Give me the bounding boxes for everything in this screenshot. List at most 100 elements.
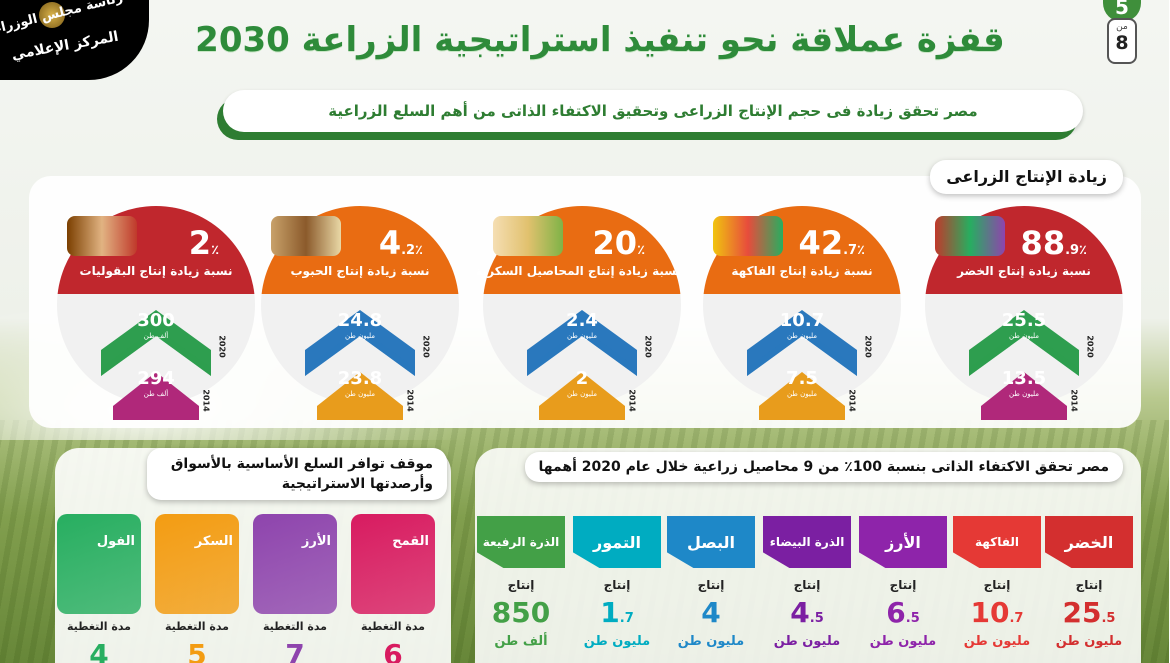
crop-percent: 88.9٪ [1021, 224, 1088, 262]
growth-arrow [970, 310, 1080, 420]
sufficiency-item: الذرة الرفيعة إنتاج 850 ألف طن [478, 516, 566, 663]
coverage-card: الفول مدة التغطية 4 [58, 514, 142, 663]
page-box: من 8 [1108, 18, 1138, 64]
coverage-label: مدة التغطية [362, 620, 426, 633]
value-2014: 294 [138, 368, 176, 389]
unit-2014: مليون طن [345, 390, 377, 398]
value-2020: 24.8 [338, 310, 384, 331]
crop-card: 88.9٪ نسبة زيادة إنتاج الخضر 25.5 مليون … [926, 206, 1124, 428]
crop-caption: نسبة زيادة إنتاج الفاكهة [732, 264, 874, 278]
year-2014: 2014 [406, 389, 416, 412]
coverage-name: الفول [97, 534, 136, 549]
coverage-months: 5 [188, 638, 208, 663]
crop-ribbon: التمور [574, 516, 662, 568]
growth-arrow [528, 310, 638, 420]
crop-ribbon: الذرة الرفيعة [478, 516, 566, 568]
coverage-name: السكر [195, 534, 234, 549]
crop-ribbon: الذرة البيضاء [764, 516, 852, 568]
page-indicator: 5 من 8 [1102, 0, 1142, 72]
logo: رئاسة مجلس الوزراء المركز الإعلامي [0, 0, 150, 80]
coverage-swatch [254, 514, 338, 614]
crop-photo [714, 216, 784, 256]
production-label: إنتاج [890, 578, 918, 592]
crop-card: 20٪ نسبة زيادة إنتاج المحاصيل السكرية 2.… [476, 206, 682, 428]
unit-2014: مليون طن [1009, 390, 1041, 398]
value-2014: 2 [576, 368, 590, 389]
production-label: إنتاج [508, 578, 536, 592]
crop-photo [936, 216, 1006, 256]
crop-photo [68, 216, 138, 256]
year-2020: 2020 [864, 335, 874, 358]
crop-percent: 20٪ [593, 224, 646, 262]
crop-percent: 2٪ [189, 224, 220, 262]
year-2014: 2014 [202, 389, 212, 412]
crop-ribbon: الخضر [1046, 516, 1134, 568]
production-label: إنتاج [1076, 578, 1104, 592]
title-text: قفزة عملاقة نحو تنفيذ استراتيجية الزراعة [302, 20, 1006, 60]
coverage-label: مدة التغطية [166, 620, 230, 633]
production-value: 4.5 [791, 596, 825, 629]
coverage-card: الأرز مدة التغطية 7 [254, 514, 338, 663]
production-label: إنتاج [698, 578, 726, 592]
unit-2014: مليون طن [567, 390, 599, 398]
crop-ribbon: البصل [668, 516, 756, 568]
production-value: 25.5 [1063, 596, 1117, 629]
coverage-name: القمح [393, 534, 430, 549]
crop-card: 42.7٪ نسبة زيادة إنتاج الفاكهة 10.7 مليو… [704, 206, 902, 428]
production-label: إنتاج [604, 578, 632, 592]
coverage-card: القمح مدة التغطية 6 [352, 514, 436, 663]
page-title: قفزة عملاقة نحو تنفيذ استراتيجية الزراعة… [136, 20, 1066, 60]
crop-ribbon: الأرز [860, 516, 948, 568]
eagle-emblem-icon [40, 2, 66, 28]
value-2020: 300 [138, 310, 176, 331]
crop-photo [272, 216, 342, 256]
sufficiency-item: الخضر إنتاج 25.5 مليون طن [1046, 516, 1134, 663]
production-value: 850 [492, 596, 552, 629]
unit-2020: مليون طن [567, 332, 599, 340]
unit-2020: مليون طن [345, 332, 377, 340]
title-year: 2030 [196, 20, 291, 60]
unit-2020: مليون طن [1009, 332, 1041, 340]
coverage-months: 7 [286, 638, 306, 663]
coverage-label: مدة التغطية [68, 620, 132, 633]
coverage-label: مدة التغطية [264, 620, 328, 633]
sufficiency-item: التمور إنتاج 1.7 مليون طن [574, 516, 662, 663]
crop-caption: نسبة زيادة إنتاج البقوليات [80, 264, 234, 278]
production-unit: مليون طن [678, 634, 746, 649]
production-label: إنتاج [984, 578, 1012, 592]
coverage-months: 4 [90, 638, 110, 663]
value-2020: 2.4 [567, 310, 599, 331]
production-tag: زيادة الإنتاج الزراعى [931, 160, 1124, 194]
sufficiency-tag: مصر تحقق الاكتفاء الذاتى بنسبة 100٪ من 9… [525, 452, 1124, 482]
production-unit: مليون طن [870, 634, 938, 649]
value-2014: 23.8 [338, 368, 384, 389]
production-label: إنتاج [794, 578, 822, 592]
sufficiency-item: البصل إنتاج 4 مليون طن [668, 516, 756, 663]
crop-caption: نسبة زيادة إنتاج المحاصيل السكرية [476, 264, 682, 278]
crop-card: 4.2٪ نسبة زيادة إنتاج الحبوب 24.8 مليون … [262, 206, 460, 428]
crop-card: 2٪ نسبة زيادة إنتاج البقوليات 300 ألف طن… [58, 206, 256, 428]
coverage-card: السكر مدة التغطية 5 [156, 514, 240, 663]
page-total: 8 [1116, 32, 1130, 54]
production-value: 1.7 [601, 596, 635, 629]
production-unit: ألف طن [495, 634, 549, 649]
coverage-swatch [352, 514, 436, 614]
sufficiency-item: الفاكهة إنتاج 10.7 مليون طن [954, 516, 1042, 663]
growth-arrow [748, 310, 858, 420]
crop-caption: نسبة زيادة إنتاج الخضر [958, 264, 1092, 278]
subtitle-bar: مصر تحقق زيادة فى حجم الإنتاج الزراعى وت… [224, 90, 1084, 132]
production-unit: مليون طن [774, 634, 842, 649]
coverage-swatch [58, 514, 142, 614]
year-2014: 2014 [628, 389, 638, 412]
year-2020: 2020 [422, 335, 432, 358]
production-unit: مليون طن [1056, 634, 1124, 649]
value-2014: 13.5 [1002, 368, 1048, 389]
sufficiency-item: الذرة البيضاء إنتاج 4.5 مليون طن [764, 516, 852, 663]
production-unit: مليون طن [584, 634, 652, 649]
year-2014: 2014 [848, 389, 858, 412]
crop-percent: 42.7٪ [799, 224, 866, 262]
year-2014: 2014 [1070, 389, 1080, 412]
unit-2020: ألف طن [144, 332, 170, 340]
coverage-months: 6 [384, 638, 404, 663]
value-2014: 7.5 [787, 368, 819, 389]
